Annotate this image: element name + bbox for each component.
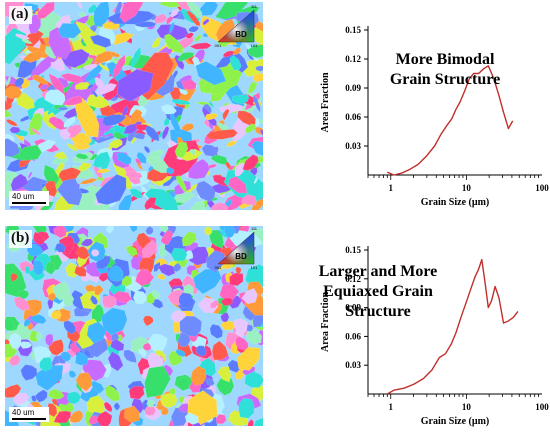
panel-label-b: (b) bbox=[9, 230, 33, 248]
chart-a: 0.03 0.06 0.09 0.12 0.15 1 10 100 Grain Size (µm… bbox=[320, 25, 549, 208]
x-tick-label: 10 bbox=[462, 402, 472, 412]
series-line-0 bbox=[386, 258, 519, 395]
scalebar-b-line bbox=[12, 418, 46, 420]
legend-a-bd: BD bbox=[235, 30, 247, 39]
y-tick-label: 0.09 bbox=[345, 303, 361, 313]
x-tick-label: 1 bbox=[389, 402, 394, 412]
ipf-legend-b: 111 001 101 BD bbox=[215, 226, 258, 270]
scalebar-a-label: 40 um bbox=[12, 192, 35, 201]
x-axis-title: Grain Size (µm) bbox=[421, 416, 490, 427]
y-tick-label: 0.15 bbox=[345, 245, 361, 255]
legend-b-111: 111 bbox=[251, 226, 258, 231]
x-tick-label: 1 bbox=[389, 183, 394, 193]
y-tick-label: 0.03 bbox=[345, 141, 361, 151]
chart-b-annotation: Larger and More Equiaxed Grain Structure bbox=[319, 263, 438, 320]
x-tick-label: 100 bbox=[535, 402, 549, 412]
y-tick-label: 0.06 bbox=[345, 112, 361, 122]
chart-b-axes: 0.03 0.06 0.09 0.12 0.15 1 10 100 Grain Size (µm… bbox=[320, 245, 549, 427]
ebsd-map-b: (b) 40 um bbox=[5, 226, 263, 426]
annotation-line: Larger and More bbox=[319, 263, 438, 280]
y-tick-label: 0.09 bbox=[345, 83, 361, 93]
panel-b: (b) 40 um 111 001 101 BD 0.03 0.06 0.09 0.1… bbox=[0, 222, 550, 441]
scalebar-a-line bbox=[12, 202, 46, 204]
legend-b-101: 101 bbox=[251, 265, 258, 270]
x-axis-title: Grain Size (µm) bbox=[421, 197, 490, 208]
y-tick-label: 0.12 bbox=[345, 274, 361, 284]
legend-a-001: 001 bbox=[215, 43, 222, 48]
x-tick-label: 10 bbox=[462, 183, 472, 193]
annotation-line: Grain Structure bbox=[390, 71, 500, 88]
series-line-0 bbox=[387, 65, 514, 176]
y-tick-label: 0.03 bbox=[345, 360, 361, 370]
legend-a-111: 111 bbox=[251, 4, 258, 9]
x-tick-label: 100 bbox=[535, 183, 549, 193]
scalebar-a: 40 um bbox=[9, 191, 49, 206]
ebsd-map-b-image bbox=[5, 226, 263, 426]
legend-b-001: 001 bbox=[215, 265, 222, 270]
annotation-line: Structure bbox=[345, 303, 410, 320]
chart-b: 0.03 0.06 0.09 0.12 0.15 1 10 100 Grain Size (µm… bbox=[319, 245, 550, 427]
y-tick-label: 0.15 bbox=[345, 25, 361, 35]
scalebar-b: 40 um bbox=[9, 407, 49, 422]
chart-a-axes: 0.03 0.06 0.09 0.12 0.15 1 10 100 Grain Size (µm… bbox=[320, 25, 549, 208]
legend-a-101: 101 bbox=[251, 43, 258, 48]
legend-b-bd: BD bbox=[235, 252, 247, 261]
y-axis-title: Area Fraction bbox=[320, 292, 331, 353]
panel-a: (a) 40 um 111 001 101 BD 0.03 0.06 0.09 0.1… bbox=[0, 0, 550, 220]
panel-label-a: (a) bbox=[9, 6, 32, 24]
y-tick-label: 0.12 bbox=[345, 54, 361, 64]
y-axis-title: Area Fraction bbox=[320, 72, 331, 133]
y-tick-label: 0.06 bbox=[345, 331, 361, 341]
annotation-line: More Bimodal bbox=[396, 51, 495, 68]
ipf-legend-a: 111 001 101 BD bbox=[215, 4, 258, 48]
annotation-line: Equiaxed Grain bbox=[323, 283, 433, 300]
chart-a-annotation: More Bimodal Grain Structure bbox=[390, 51, 500, 88]
scalebar-b-label: 40 um bbox=[12, 408, 35, 417]
